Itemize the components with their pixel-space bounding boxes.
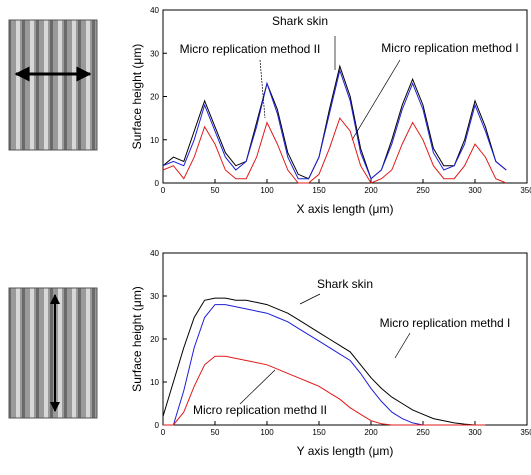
- annotation-leader: [259, 59, 266, 119]
- series-label: Micro replication methd I: [380, 316, 511, 330]
- series-line: [162, 117, 507, 184]
- x-tick-label: 50: [211, 428, 220, 437]
- x-tick-label: 250: [416, 186, 430, 195]
- series-label: Micro replication method II: [180, 42, 321, 56]
- series-line: [162, 297, 486, 426]
- y-tick-label: 10: [150, 378, 159, 387]
- series-label: Micro replication method I: [381, 41, 518, 55]
- y-axis-label: Surface height (μm): [130, 44, 144, 150]
- series-label: Micro replication methd II: [193, 403, 327, 417]
- x-axis-label: Y axis length (μm): [297, 444, 394, 458]
- x-axis-label: X axis length (μm): [297, 202, 394, 216]
- x-tick-label: 100: [260, 186, 274, 195]
- y-axis-label: Surface height (μm): [130, 286, 144, 392]
- series-label: Shark skin: [272, 14, 328, 28]
- sample-image-y: [8, 287, 98, 419]
- series-line: [162, 68, 507, 180]
- sample-image-x: [8, 19, 98, 151]
- y-tick-label: 40: [150, 6, 159, 15]
- x-tick-label: 150: [312, 186, 326, 195]
- series-line: [162, 64, 507, 180]
- annotation-leader: [239, 369, 276, 405]
- x-tick-label: 200: [364, 428, 378, 437]
- x-tick-label: 350: [520, 428, 531, 437]
- x-tick-label: 350: [520, 186, 531, 195]
- series-line: [163, 355, 486, 426]
- annotation-leader: [351, 59, 401, 141]
- x-tick-label: 150: [312, 428, 326, 437]
- x-tick-label: 300: [468, 186, 482, 195]
- x-tick-label: 300: [468, 428, 482, 437]
- y-tick-label: 20: [150, 93, 159, 102]
- x-tick-label: 200: [364, 186, 378, 195]
- x-tick-label: 250: [416, 428, 430, 437]
- x-tick-label: 100: [260, 428, 274, 437]
- x-tick-label: 50: [211, 186, 220, 195]
- annotation-leader: [394, 332, 411, 359]
- x-tick-label: 0: [161, 428, 166, 437]
- y-tick-label: 20: [150, 335, 159, 344]
- y-tick-label: 40: [150, 249, 159, 258]
- series-label: Shark skin: [317, 277, 373, 291]
- y-tick-label: 30: [150, 292, 159, 301]
- y-tick-label: 10: [150, 136, 159, 145]
- y-tick-label: 30: [150, 49, 159, 58]
- plot-frame: [162, 9, 528, 184]
- y-tick-label: 0: [155, 179, 160, 188]
- annotation-leader: [299, 293, 321, 305]
- y-tick-label: 0: [155, 421, 160, 430]
- x-tick-label: 0: [161, 186, 166, 195]
